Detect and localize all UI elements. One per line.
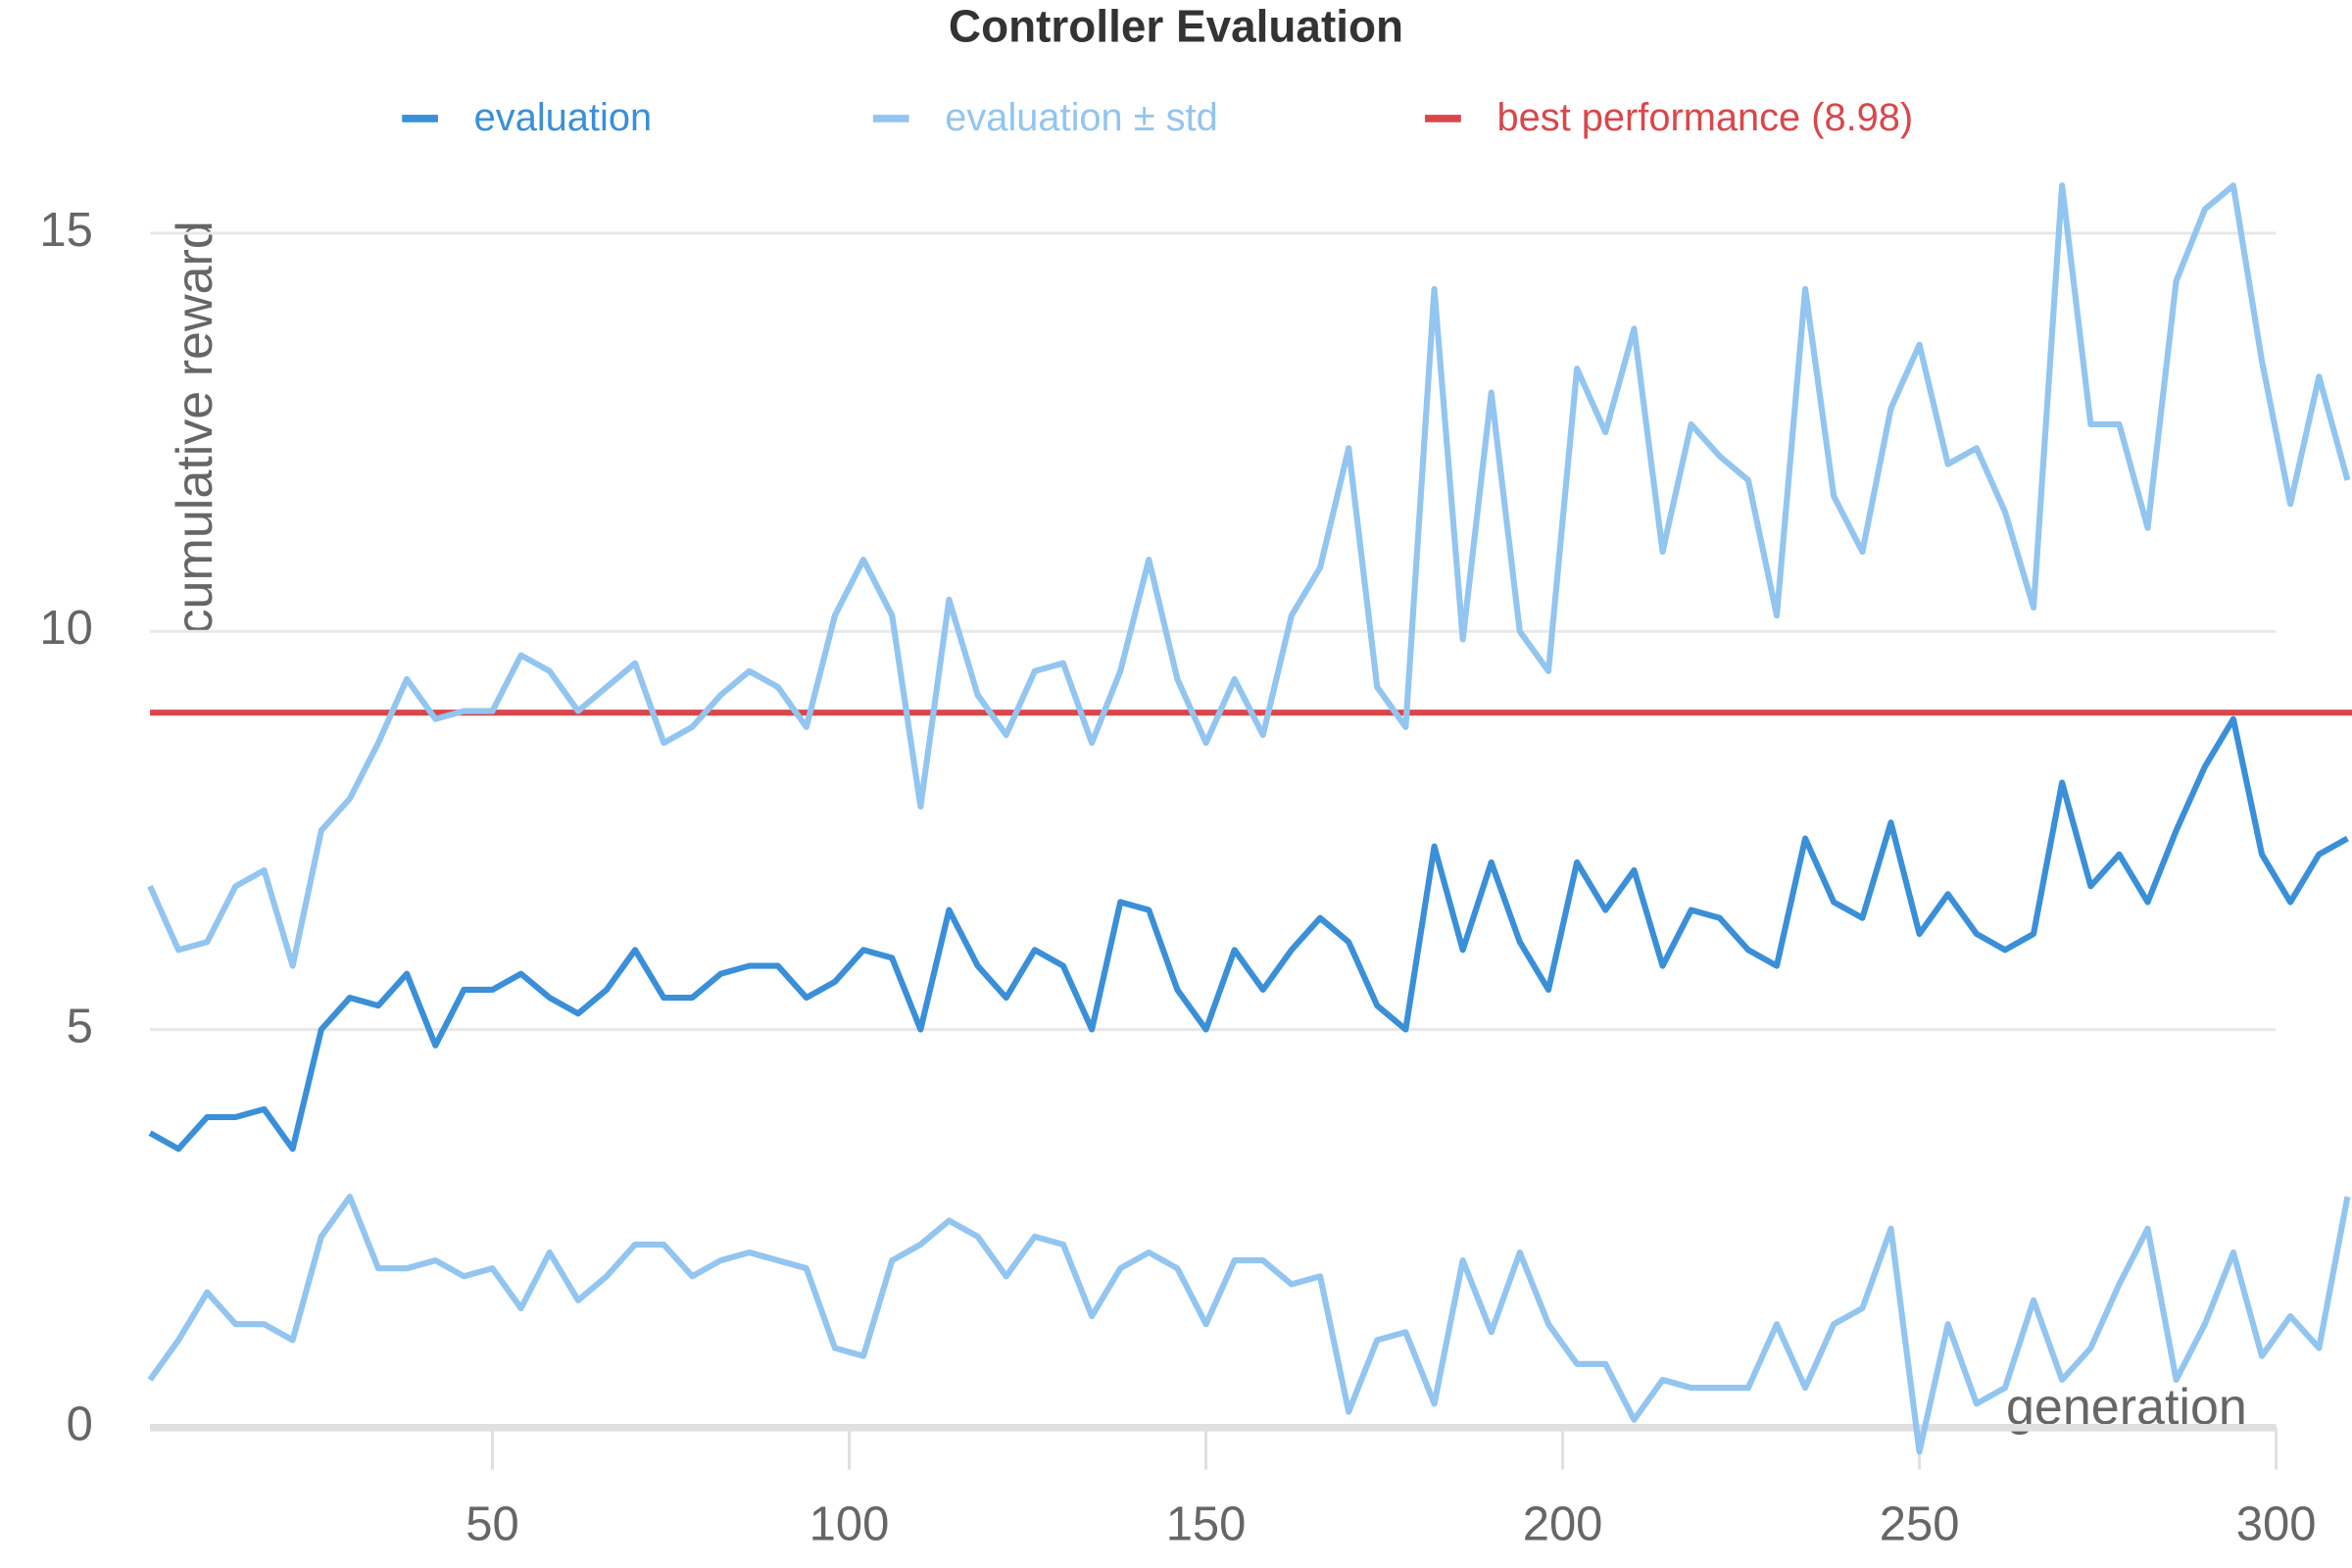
chart-title: Controller Evaluation bbox=[949, 1, 1403, 52]
legend-label: evaluation ± std bbox=[945, 96, 1217, 139]
data-line bbox=[147, 182, 2351, 969]
x-tick-label: 100 bbox=[809, 1498, 890, 1551]
y-tick-label: 15 bbox=[39, 204, 92, 257]
legend-label: evaluation bbox=[474, 96, 652, 139]
y-tick-label: 0 bbox=[67, 1398, 93, 1451]
y-tick-label: 10 bbox=[39, 602, 92, 655]
x-tick-label: 250 bbox=[1880, 1498, 1960, 1551]
data-line bbox=[147, 1194, 2351, 1455]
data-line bbox=[148, 715, 2349, 1152]
y-axis-label: cumulative reward bbox=[167, 220, 223, 634]
x-tick-label: 150 bbox=[1166, 1498, 1247, 1551]
y-tick-label: 5 bbox=[67, 1000, 93, 1053]
x-tick-label: 50 bbox=[466, 1498, 518, 1551]
x-tick-label: 200 bbox=[1523, 1498, 1603, 1551]
legend-label: best performance (8.98) bbox=[1497, 96, 1914, 139]
x-tick-label: 300 bbox=[2236, 1498, 2317, 1551]
